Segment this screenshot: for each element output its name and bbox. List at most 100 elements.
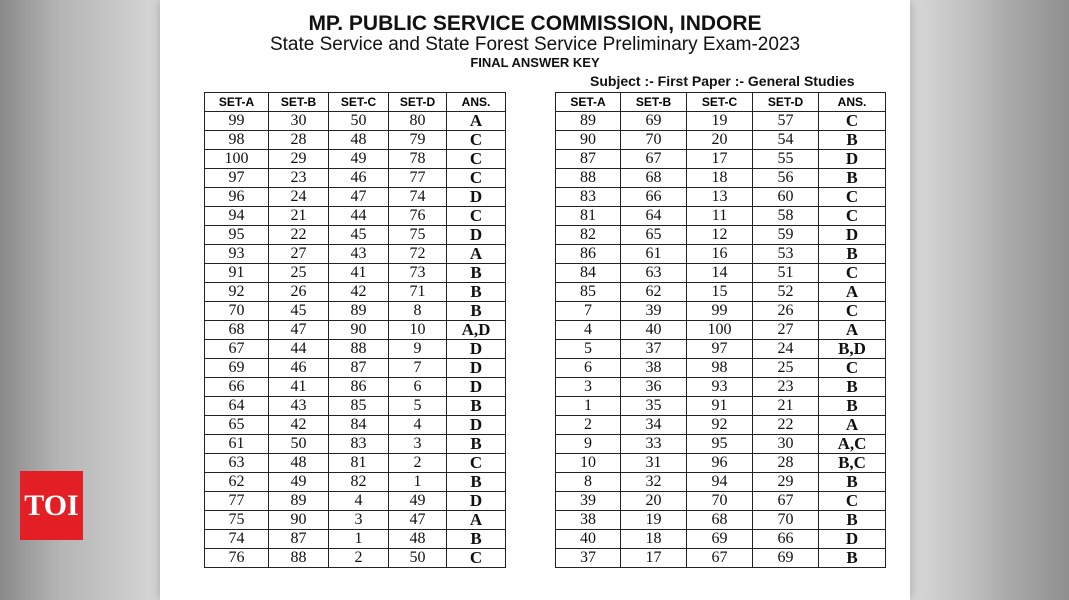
table-row: 40 18 69 66 D xyxy=(555,529,886,549)
question-number-cell: 23 xyxy=(752,377,819,397)
question-number-cell: 38 xyxy=(620,358,687,378)
question-number-cell: 69 xyxy=(686,529,753,549)
question-number-cell: 89 xyxy=(328,301,389,321)
answer-cell: D xyxy=(446,358,506,378)
answer-cell: B xyxy=(446,263,506,283)
question-number-cell: 25 xyxy=(752,358,819,378)
table-row: 62 49 82 1 B xyxy=(204,472,506,492)
question-number-cell: 3 xyxy=(555,377,621,397)
question-number-cell: 1 xyxy=(328,529,389,549)
question-number-cell: 62 xyxy=(204,472,269,492)
answer-cell: D xyxy=(446,225,506,245)
table-row: 81 64 11 58 C xyxy=(555,206,886,226)
question-number-cell: 4 xyxy=(388,415,447,435)
table-row: 92 26 42 71 B xyxy=(204,282,506,302)
question-number-cell: 67 xyxy=(752,491,819,511)
question-number-cell: 90 xyxy=(328,320,389,340)
question-number-cell: 93 xyxy=(686,377,753,397)
table-row: 84 63 14 51 C xyxy=(555,263,886,283)
answer-cell: A,C xyxy=(818,434,886,454)
table-row: 64 43 85 5 B xyxy=(204,396,506,416)
question-number-cell: 12 xyxy=(686,225,753,245)
document-subtitle: State Service and State Forest Service P… xyxy=(269,34,801,55)
question-number-cell: 8 xyxy=(388,301,447,321)
question-number-cell: 87 xyxy=(328,358,389,378)
answer-cell: B xyxy=(818,548,886,568)
question-number-cell: 43 xyxy=(328,244,389,264)
table-row: 93 27 43 72 A xyxy=(204,244,506,264)
question-number-cell: 77 xyxy=(204,491,269,511)
question-number-cell: 68 xyxy=(204,320,269,340)
question-number-cell: 76 xyxy=(204,548,269,568)
question-number-cell: 55 xyxy=(752,149,819,169)
question-number-cell: 67 xyxy=(620,149,687,169)
question-number-cell: 3 xyxy=(328,510,389,530)
table-row: 9 33 95 30 A,C xyxy=(555,434,886,454)
table-row: 66 41 86 6 D xyxy=(204,377,506,397)
table-row: 37 17 67 69 B xyxy=(555,548,886,568)
question-number-cell: 69 xyxy=(752,548,819,568)
question-number-cell: 85 xyxy=(328,396,389,416)
table-row: 7 39 99 26 C xyxy=(555,301,886,321)
answer-cell: B xyxy=(446,282,506,302)
answer-cell: B xyxy=(446,529,506,549)
question-number-cell: 91 xyxy=(204,263,269,283)
question-number-cell: 89 xyxy=(268,491,329,511)
question-number-cell: 4 xyxy=(555,320,621,340)
answer-cell: C xyxy=(818,206,886,226)
question-number-cell: 58 xyxy=(752,206,819,226)
question-number-cell: 82 xyxy=(328,472,389,492)
table-row: 94 21 44 76 C xyxy=(204,206,506,226)
question-number-cell: 26 xyxy=(752,301,819,321)
question-number-cell: 21 xyxy=(752,396,819,416)
question-number-cell: 89 xyxy=(555,111,621,131)
question-number-cell: 7 xyxy=(388,358,447,378)
table-row: 6 38 98 25 C xyxy=(555,358,886,378)
answer-cell: A xyxy=(446,111,506,131)
question-number-cell: 30 xyxy=(752,434,819,454)
question-number-cell: 99 xyxy=(686,301,753,321)
table-row: 77 89 4 49 D xyxy=(204,491,506,511)
question-number-cell: 5 xyxy=(555,339,621,359)
question-number-cell: 69 xyxy=(620,111,687,131)
question-number-cell: 74 xyxy=(388,187,447,207)
column-header: SET-C xyxy=(686,92,753,112)
table-row: 61 50 83 3 B xyxy=(204,434,506,454)
question-number-cell: 47 xyxy=(388,510,447,530)
question-number-cell: 64 xyxy=(620,206,687,226)
column-header: SET-A xyxy=(555,92,621,112)
question-number-cell: 90 xyxy=(555,130,621,150)
answer-cell: B xyxy=(446,472,506,492)
column-header: SET-C xyxy=(328,92,389,112)
question-number-cell: 82 xyxy=(555,225,621,245)
question-number-cell: 41 xyxy=(328,263,389,283)
answer-cell: D xyxy=(446,187,506,207)
answer-cell: B xyxy=(818,472,886,492)
question-number-cell: 39 xyxy=(620,301,687,321)
question-number-cell: 48 xyxy=(388,529,447,549)
question-number-cell: 22 xyxy=(752,415,819,435)
table-row: 83 66 13 60 C xyxy=(555,187,886,207)
question-number-cell: 43 xyxy=(268,396,329,416)
question-number-cell: 46 xyxy=(328,168,389,188)
table-row: 99 30 50 80 A xyxy=(204,111,506,131)
answer-cell: A xyxy=(818,415,886,435)
table-row: 67 44 88 9 D xyxy=(204,339,506,359)
question-number-cell: 37 xyxy=(555,548,621,568)
table-row: 89 69 19 57 C xyxy=(555,111,886,131)
question-number-cell: 19 xyxy=(686,111,753,131)
column-header: ANS. xyxy=(446,92,506,112)
question-number-cell: 61 xyxy=(204,434,269,454)
question-number-cell: 30 xyxy=(268,111,329,131)
question-number-cell: 70 xyxy=(752,510,819,530)
question-number-cell: 75 xyxy=(204,510,269,530)
question-number-cell: 16 xyxy=(686,244,753,264)
answer-cell: B xyxy=(446,434,506,454)
question-number-cell: 95 xyxy=(204,225,269,245)
question-number-cell: 17 xyxy=(686,149,753,169)
answer-cell: C xyxy=(446,206,506,226)
question-number-cell: 99 xyxy=(204,111,269,131)
table-row: 98 28 48 79 C xyxy=(204,130,506,150)
question-number-cell: 65 xyxy=(204,415,269,435)
question-number-cell: 45 xyxy=(328,225,389,245)
